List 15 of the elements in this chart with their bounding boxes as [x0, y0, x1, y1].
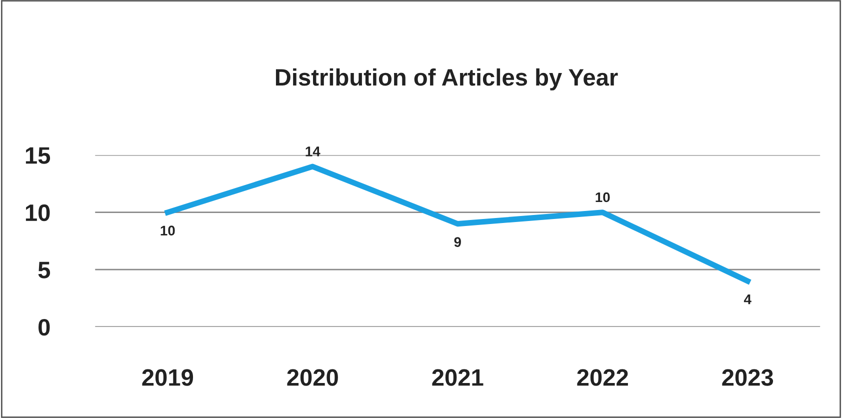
data-label: 9	[454, 237, 461, 247]
data-label: 4	[744, 294, 752, 304]
x-tick-label: 2019	[142, 369, 194, 386]
y-tick-label: 15	[26, 147, 50, 164]
x-tick-label: 2023	[722, 369, 774, 386]
x-tick-label: 2021	[432, 369, 484, 386]
y-tick-label: 0	[38, 318, 50, 336]
y-tick-label: 10	[26, 204, 50, 222]
data-label: 10	[596, 192, 610, 202]
x-tick-label: 2020	[287, 369, 338, 386]
x-tick-label: 2022	[577, 369, 628, 386]
data-label: 14	[306, 146, 320, 156]
y-tick-label: 5	[38, 262, 50, 278]
chart-title: Distribution of Articles by Year	[276, 68, 618, 90]
data-label: 10	[160, 226, 175, 236]
